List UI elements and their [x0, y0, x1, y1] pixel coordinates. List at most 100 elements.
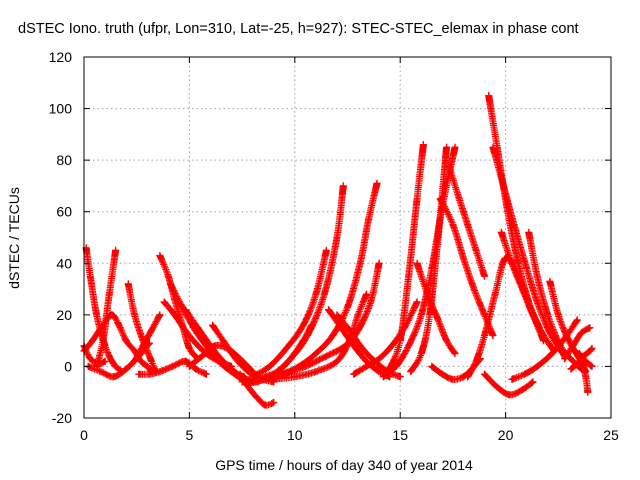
- data-point: [573, 316, 581, 324]
- data-point: [582, 373, 590, 381]
- data-point: [407, 367, 415, 376]
- data-point: [350, 342, 358, 350]
- data-point: [529, 378, 537, 386]
- data-point: [185, 362, 193, 371]
- data-point: [261, 375, 269, 383]
- data-point: [303, 331, 312, 340]
- data-point: [286, 355, 295, 363]
- data-point: [489, 143, 497, 151]
- data-point: [571, 347, 579, 355]
- data-point: [413, 195, 421, 203]
- data-point: [211, 342, 219, 350]
- data-point: [464, 373, 472, 381]
- data-point: [405, 272, 413, 280]
- data-point: [208, 321, 217, 329]
- data-point: [343, 303, 352, 311]
- data-point: [556, 342, 565, 350]
- data-point: [577, 329, 586, 337]
- data-series: [130, 311, 164, 365]
- data-point: [192, 339, 200, 347]
- data-point: [253, 378, 261, 386]
- data-point: [312, 367, 320, 376]
- data-point: [181, 326, 189, 334]
- data-point: [354, 311, 362, 319]
- data-point: [354, 326, 362, 334]
- data-point: [99, 337, 107, 345]
- chart-title: dSTEC Iono. truth (ufpr, Lon=310, Lat=-2…: [18, 21, 579, 37]
- data-point: [156, 311, 164, 319]
- data-point: [506, 391, 514, 399]
- data-point: [485, 92, 493, 100]
- data-point: [588, 344, 596, 352]
- data-point: [97, 367, 105, 376]
- y-tick-label: 80: [56, 152, 72, 168]
- data-point: [499, 182, 508, 190]
- data-point: [459, 254, 468, 262]
- data-point: [367, 298, 375, 306]
- data-point: [396, 337, 404, 345]
- data-point: [324, 306, 333, 314]
- data-point: [544, 311, 552, 319]
- data-point: [93, 311, 101, 319]
- plot-frame: [83, 56, 612, 419]
- data-point: [548, 349, 556, 358]
- data-point: [396, 373, 404, 381]
- data-point: [86, 355, 94, 363]
- data-point: [291, 373, 299, 381]
- data-point: [379, 373, 387, 381]
- y-tick-label: 120: [49, 49, 73, 65]
- data-point: [497, 228, 505, 236]
- data-point: [480, 331, 489, 340]
- data-point: [145, 370, 153, 378]
- data-series: [508, 316, 581, 383]
- data-point: [312, 290, 320, 298]
- data-point: [375, 367, 383, 376]
- data-point: [198, 352, 206, 360]
- series-markers: [386, 141, 427, 373]
- data-point: [86, 272, 94, 280]
- data-point: [508, 259, 516, 267]
- data-point: [438, 370, 446, 378]
- data-point: [261, 401, 269, 409]
- data-point: [434, 316, 442, 324]
- data-point: [135, 370, 143, 378]
- data-point: [514, 259, 522, 267]
- data-point: [451, 349, 459, 358]
- data-point: [177, 300, 185, 309]
- data-point: [493, 383, 501, 391]
- data-point: [238, 378, 246, 386]
- data-point: [105, 290, 113, 298]
- data-point: [181, 357, 189, 365]
- data-point: [299, 321, 307, 329]
- data-point: [561, 355, 569, 363]
- data-point: [333, 233, 341, 242]
- data-point: [525, 228, 533, 236]
- data-point: [464, 221, 472, 229]
- data-point: [362, 362, 371, 371]
- data-series: [80, 311, 156, 376]
- data-point: [185, 344, 193, 352]
- data-point: [232, 355, 240, 363]
- data-point: [445, 161, 453, 169]
- data-point: [586, 324, 594, 332]
- data-point: [569, 342, 577, 350]
- data-point: [194, 324, 202, 332]
- data-point: [122, 337, 130, 345]
- data-series: [333, 311, 404, 381]
- data-point: [280, 370, 288, 378]
- y-tick-labels: -20 0 20 40 60 80 100 120: [49, 49, 73, 426]
- data-point: [436, 195, 444, 203]
- data-point: [533, 362, 541, 371]
- data-point: [270, 398, 278, 407]
- data-point: [442, 337, 451, 345]
- data-point: [130, 311, 139, 319]
- data-point: [124, 280, 132, 288]
- data-point: [518, 285, 527, 293]
- data-point: [518, 386, 527, 394]
- data-point: [156, 367, 164, 376]
- data-series: [480, 370, 537, 399]
- data-series: [445, 161, 489, 280]
- data-point: [171, 311, 179, 319]
- data-point: [405, 342, 413, 350]
- data-point: [584, 388, 592, 396]
